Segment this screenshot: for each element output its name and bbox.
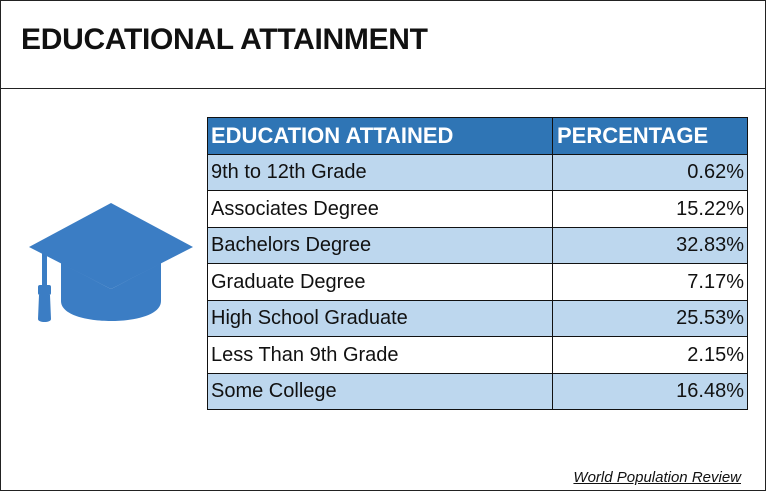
label-cell: Some College: [207, 372, 553, 410]
table-row: Less Than 9th Grade 2.15%: [207, 336, 748, 374]
table-row: High School Graduate 25.53%: [207, 299, 748, 337]
label-cell: High School Graduate: [207, 299, 553, 337]
percentage-cell: 0.62%: [552, 153, 748, 191]
header-row: EDUCATION ATTAINED PERCENTAGE: [207, 117, 748, 155]
label-cell: 9th to 12th Grade: [207, 153, 553, 191]
percentage-cell: 2.15%: [552, 336, 748, 374]
table-row: Bachelors Degree 32.83%: [207, 226, 748, 264]
source-link[interactable]: World Population Review: [573, 469, 741, 486]
percentage-cell: 7.17%: [552, 263, 748, 301]
label-cell: Associates Degree: [207, 190, 553, 228]
header: EDUCATIONAL ATTAINMENT: [1, 1, 765, 89]
table-row: Graduate Degree 7.17%: [207, 263, 748, 301]
attainment-table: EDUCATION ATTAINED PERCENTAGE 9th to 12th…: [207, 117, 748, 410]
column-header: PERCENTAGE: [552, 117, 748, 155]
label-cell: Bachelors Degree: [207, 226, 553, 264]
title: EDUCATIONAL ATTAINMENT: [21, 23, 428, 56]
table-row: 9th to 12th Grade 0.62%: [207, 153, 748, 191]
percentage-cell: 32.83%: [552, 226, 748, 264]
table-body: 9th to 12th Grade 0.62% Associates Degree 1…: [207, 153, 748, 410]
label-cell: Graduate Degree: [207, 263, 553, 301]
graduation-cap-icon: [29, 203, 193, 322]
column-header: EDUCATION ATTAINED: [207, 117, 553, 155]
percentage-cell: 15.22%: [552, 190, 748, 228]
label-cell: Less Than 9th Grade: [207, 336, 553, 374]
percentage-cell: 16.48%: [552, 372, 748, 410]
percentage-cell: 25.53%: [552, 299, 748, 337]
table-row: Some College 16.48%: [207, 372, 748, 410]
table-row: Associates Degree 15.22%: [207, 190, 748, 228]
